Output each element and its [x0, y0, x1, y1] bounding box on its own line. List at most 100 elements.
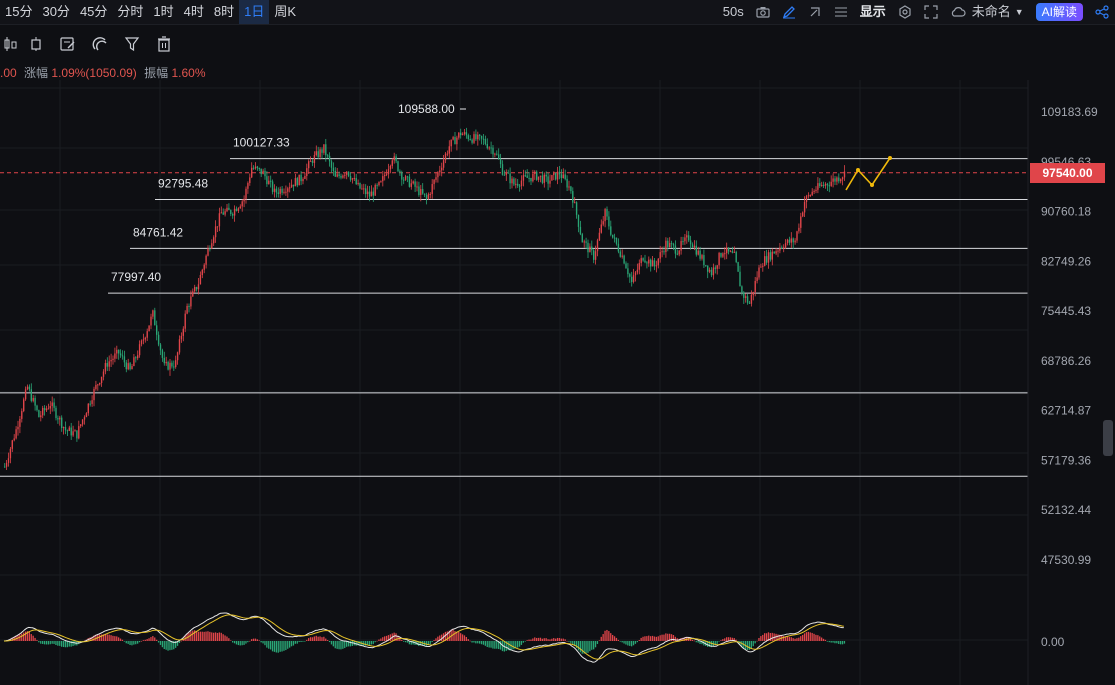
macd-bar-166: [319, 636, 321, 641]
candle-body-235: [450, 139, 452, 147]
interval-label[interactable]: 50s: [722, 4, 744, 19]
settings-icon[interactable]: [892, 5, 918, 19]
timeframe-5[interactable]: 4时: [183, 4, 204, 19]
level-label-2: 84761.42: [133, 225, 183, 239]
macd-bar-230: [441, 634, 443, 641]
macd-bar-239: [458, 631, 460, 641]
macd-bar-430: [821, 637, 823, 641]
candle-body-26: [53, 402, 55, 408]
ai-analysis-button[interactable]: AI解读: [1035, 3, 1083, 21]
candle-body-154: [296, 178, 298, 186]
candle-body-352: [672, 243, 675, 246]
trash-icon[interactable]: [148, 30, 180, 58]
candle-body-180: [346, 171, 348, 175]
candle-body-295: [564, 174, 566, 179]
candle-body-261: [499, 159, 502, 165]
candle-body-431: [822, 185, 825, 187]
macd-bar-168: [323, 636, 325, 641]
pen-icon[interactable]: [776, 5, 802, 19]
macd-indicator: [3, 612, 846, 663]
macd-bar-244: [467, 639, 469, 641]
candle-body-262: [501, 164, 504, 175]
candle-body-348: [665, 240, 667, 253]
candle-body-283: [541, 175, 544, 183]
candle-body-221: [423, 193, 426, 195]
macd-bar-418: [798, 637, 800, 641]
candle-body-315: [602, 221, 604, 225]
candle-body-85: [165, 361, 167, 364]
candle-body-55: [108, 361, 110, 367]
candle-body-219: [420, 189, 422, 196]
macd-bar-101: [195, 631, 198, 641]
macd-dif-line: [3, 612, 844, 663]
macd-bar-128: [247, 641, 249, 643]
candle-type-icon[interactable]: [0, 30, 20, 58]
macd-bar-158: [304, 641, 306, 642]
macd-bar-82: [159, 641, 162, 645]
candle-body-234: [448, 146, 450, 154]
share-icon[interactable]: [1089, 5, 1115, 19]
candle-body-197: [378, 181, 380, 186]
layout-name[interactable]: 未命名 ▼: [972, 0, 1030, 24]
candle-body-1: [5, 462, 8, 467]
candle-body-366: [699, 250, 701, 259]
edit-template-icon[interactable]: [52, 30, 84, 58]
macd-bar-183: [351, 641, 353, 646]
candle-body-215: [412, 181, 414, 184]
macd-bar-16: [34, 637, 36, 641]
macd-bar-115: [222, 634, 224, 641]
timeframe-7[interactable]: 1日: [239, 0, 270, 24]
timeframe-8[interactable]: 周K: [274, 4, 297, 19]
macd-bar-74: [144, 639, 146, 641]
macd-bar-151: [290, 641, 293, 647]
indicator-icon[interactable]: [20, 30, 52, 58]
candle-body-306: [585, 241, 587, 243]
timeframe-0[interactable]: 15分: [5, 4, 33, 19]
cloud-icon[interactable]: [944, 6, 972, 18]
macd-bar-245: [469, 640, 471, 642]
macd-bar-320: [612, 634, 614, 641]
candle-body-437: [834, 178, 836, 182]
candle-body-2: [7, 458, 10, 463]
timeframe-2[interactable]: 45分: [79, 4, 108, 19]
macd-bar-398: [760, 636, 762, 641]
macd-bar-52: [102, 634, 105, 641]
candle-body-346: [661, 251, 663, 253]
macd-bar-125: [241, 641, 243, 646]
macd-bar-106: [205, 631, 207, 641]
projection-path: [845, 157, 891, 191]
macd-bar-48: [95, 634, 97, 641]
candle-body-254: [486, 143, 488, 149]
macd-bar-9: [21, 633, 23, 641]
candle-body-100: [194, 287, 196, 292]
popout-icon[interactable]: [802, 5, 828, 19]
macd-bar-66: [129, 641, 131, 645]
magnet-icon[interactable]: [84, 30, 116, 58]
scroll-handle[interactable]: [1103, 420, 1113, 456]
macd-bar-329: [629, 641, 631, 646]
macd-bar-36: [72, 641, 74, 647]
timeframe-6[interactable]: 8时: [213, 4, 235, 19]
candle-body-110: [213, 237, 215, 244]
filter-icon[interactable]: [116, 30, 148, 58]
timeframe-1[interactable]: 30分: [42, 4, 70, 19]
price-prefix: .00: [0, 66, 17, 80]
macd-bar-388: [741, 641, 743, 648]
display-button[interactable]: 显示: [859, 4, 886, 19]
fullscreen-icon[interactable]: [918, 5, 944, 19]
timeframe-3[interactable]: 分时: [117, 4, 144, 19]
timeframe-4[interactable]: 1时: [153, 4, 174, 19]
camera-icon[interactable]: [750, 6, 776, 18]
candle-body-34: [68, 427, 70, 431]
list-icon[interactable]: [828, 6, 854, 18]
macd-bar-330: [631, 641, 633, 647]
candle-body-144: [277, 192, 279, 194]
macd-bar-306: [585, 641, 587, 653]
macd-bar-323: [617, 639, 619, 641]
macd-bar-278: [532, 638, 534, 641]
candle-body-7: [17, 426, 19, 430]
candle-body-344: [657, 258, 659, 266]
macd-bar-111: [214, 632, 217, 641]
macd-bar-315: [602, 634, 604, 641]
